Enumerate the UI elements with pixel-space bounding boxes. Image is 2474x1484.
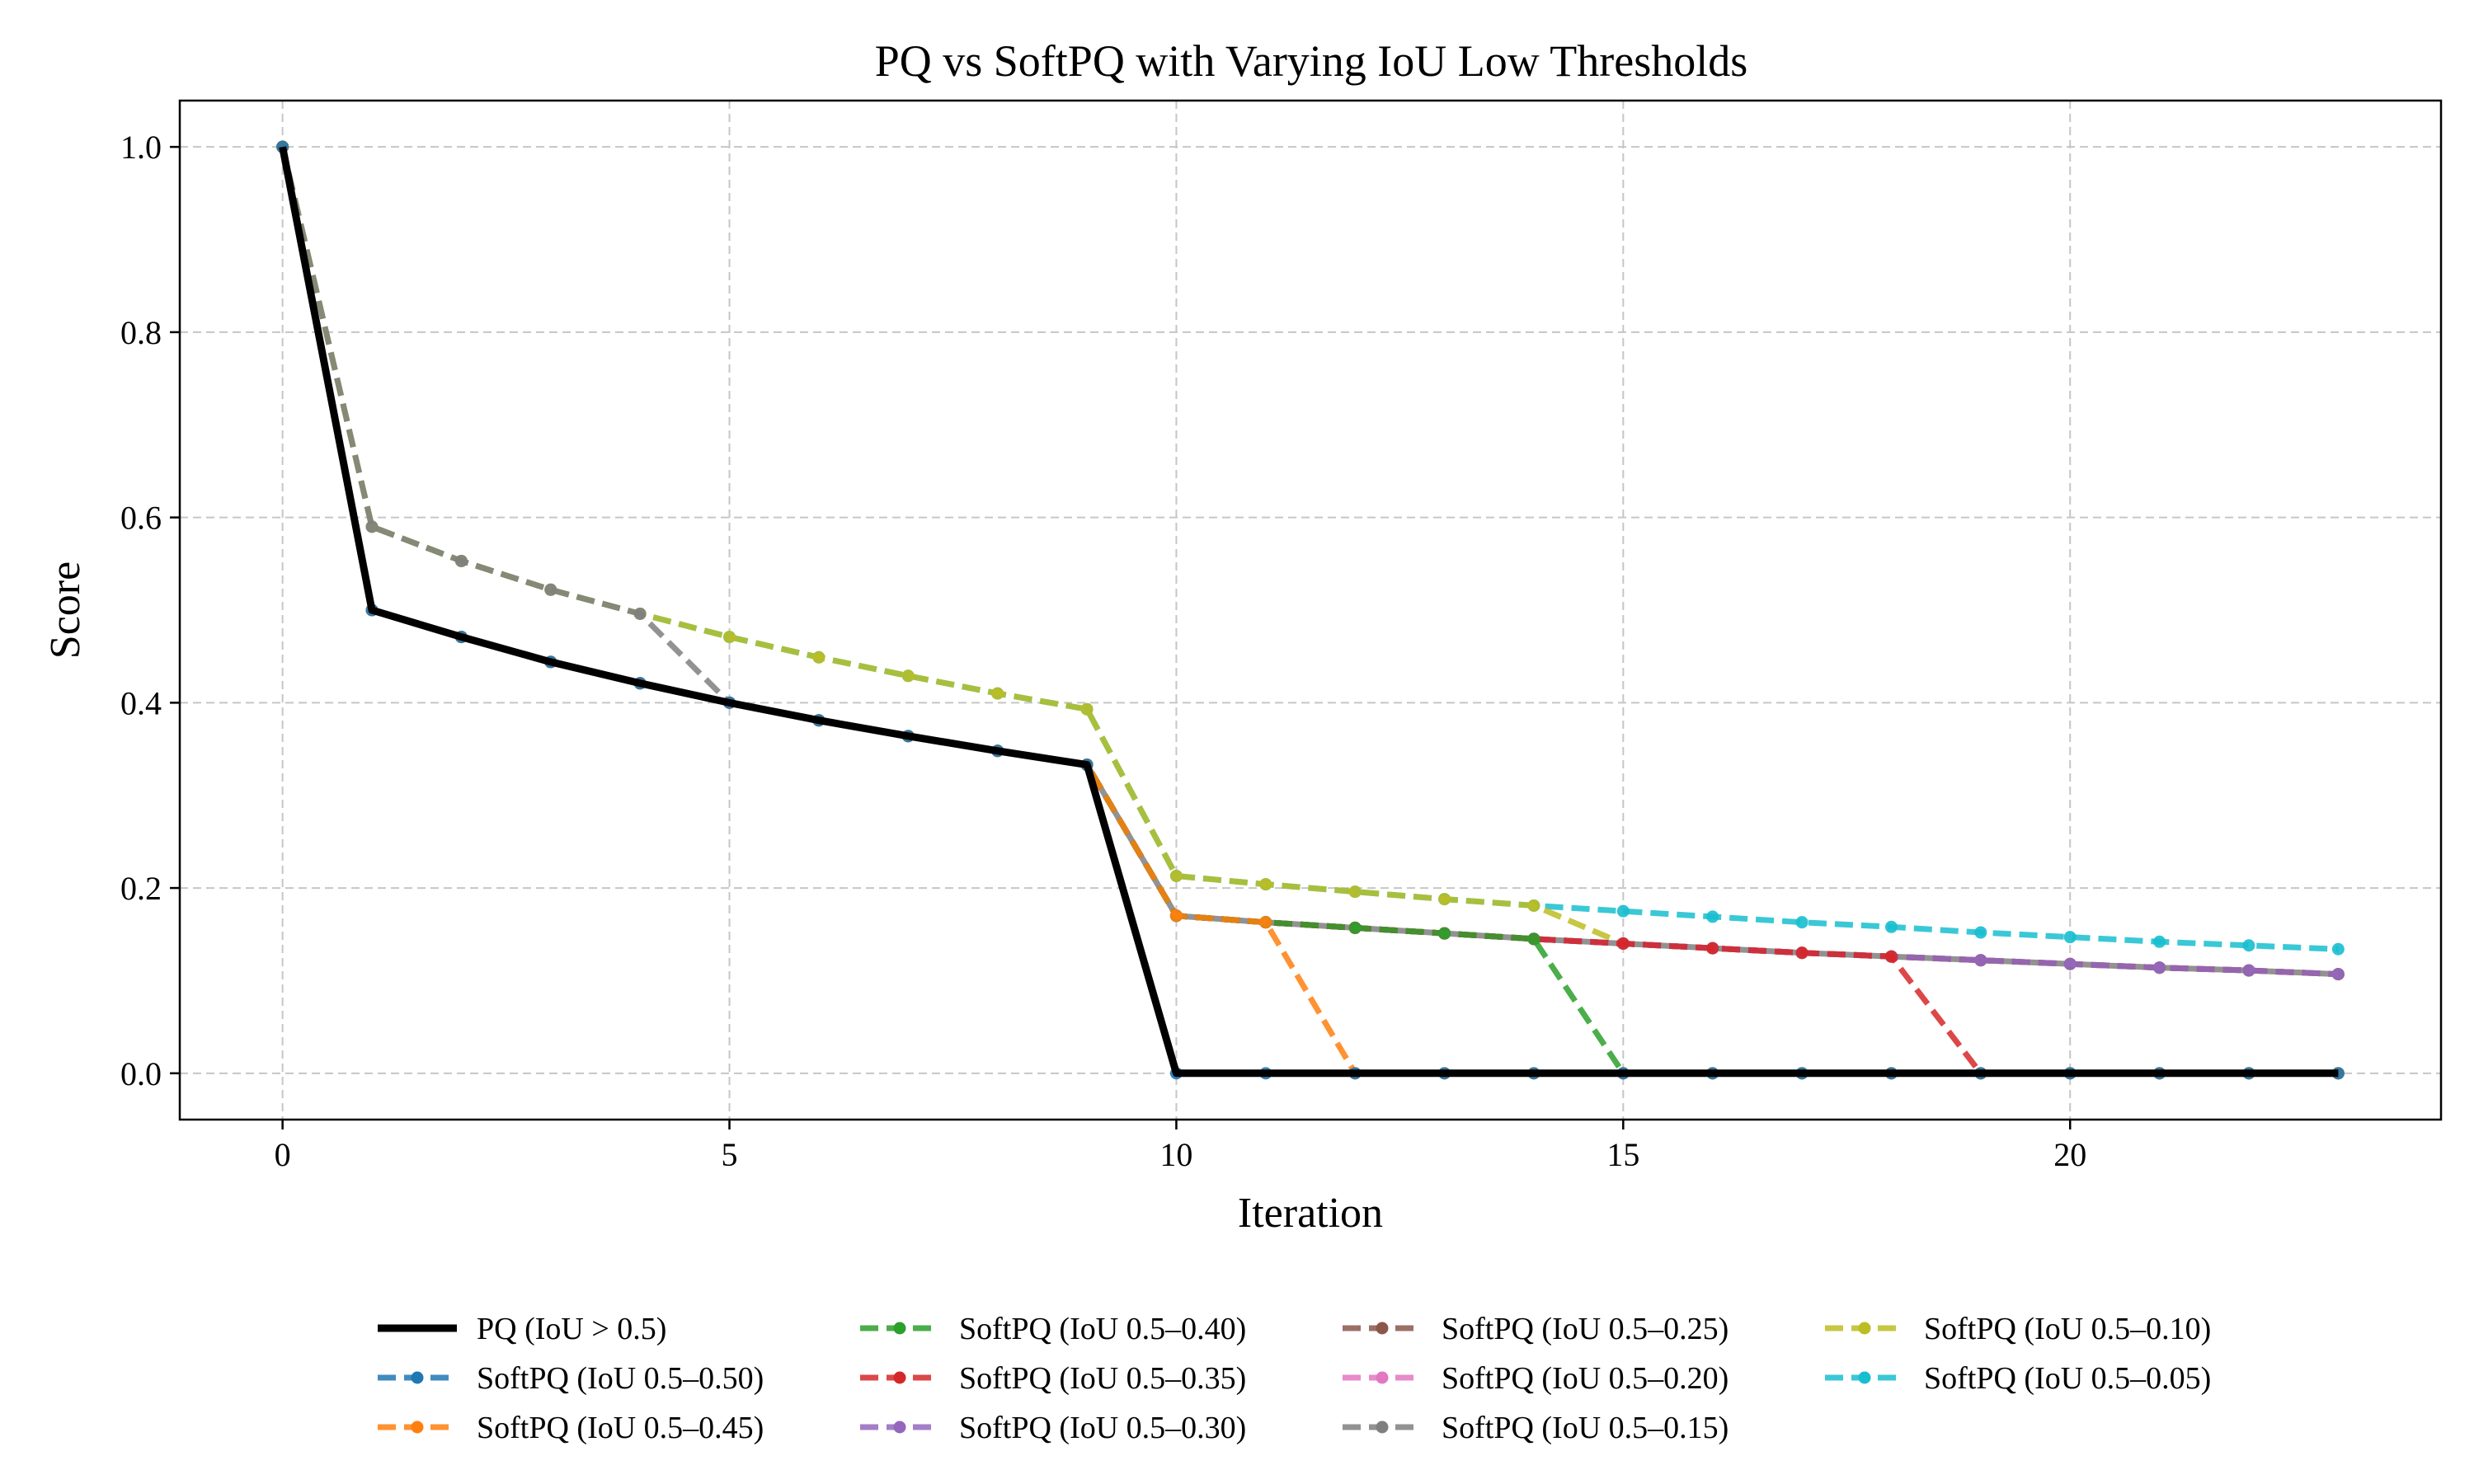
- legend-item: SoftPQ (IoU 0.5–0.50): [378, 1361, 764, 1396]
- legend-label: SoftPQ (IoU 0.5–0.25): [1442, 1312, 1729, 1346]
- data-point: [1169, 869, 1183, 882]
- data-point: [365, 520, 379, 533]
- series-group: [276, 140, 2345, 1080]
- x-axis: 0 5 10 15 20: [275, 1120, 2086, 1173]
- legend-label: SoftPQ (IoU 0.5–0.50): [477, 1361, 764, 1396]
- legend-label: PQ (IoU > 0.5): [477, 1312, 666, 1346]
- legend-label: SoftPQ (IoU 0.5–0.10): [1924, 1312, 2211, 1346]
- plot-area-frame: [178, 99, 2443, 1121]
- y-tick-label: 0.4: [120, 684, 162, 721]
- data-point: [1884, 920, 1898, 933]
- legend-marker: [411, 1421, 424, 1434]
- data-point: [1438, 893, 1451, 906]
- data-point: [2153, 935, 2166, 948]
- x-tick-label: 0: [275, 1136, 291, 1173]
- x-axis-label: Iteration: [1238, 1190, 1383, 1237]
- x-tick-label: 10: [1159, 1136, 1192, 1173]
- data-point: [901, 669, 915, 683]
- data-point: [2331, 968, 2345, 981]
- legend-label: SoftPQ (IoU 0.5–0.20): [1442, 1361, 1729, 1396]
- x-tick-label: 5: [722, 1136, 738, 1173]
- grid: [180, 101, 2441, 1120]
- legend-item: SoftPQ (IoU 0.5–0.30): [860, 1411, 1246, 1445]
- legend-marker: [411, 1371, 424, 1384]
- legend-item: PQ (IoU > 0.5): [378, 1312, 666, 1346]
- data-point: [1259, 878, 1272, 891]
- data-point: [1438, 927, 1451, 940]
- data-point: [2063, 957, 2077, 970]
- data-point: [1527, 932, 1540, 946]
- legend-item: SoftPQ (IoU 0.5–0.25): [1343, 1312, 1729, 1346]
- x-tick-label: 20: [2053, 1136, 2086, 1173]
- legend-label: SoftPQ (IoU 0.5–0.35): [959, 1361, 1246, 1396]
- data-point: [1795, 946, 1808, 960]
- data-point: [1527, 899, 1540, 912]
- y-axis-label: Score: [42, 561, 89, 659]
- data-point: [454, 554, 468, 567]
- data-point: [544, 583, 557, 596]
- legend-label: SoftPQ (IoU 0.5–0.45): [477, 1411, 764, 1445]
- data-point: [1974, 926, 1987, 939]
- series-0: [279, 146, 2339, 1078]
- y-tick-label: 0.0: [120, 1055, 162, 1092]
- data-point: [1348, 921, 1362, 934]
- data-point: [633, 607, 647, 620]
- data-point: [1169, 909, 1183, 923]
- legend-label: SoftPQ (IoU 0.5–0.05): [1924, 1361, 2211, 1396]
- legend-item: SoftPQ (IoU 0.5–0.20): [1343, 1361, 1729, 1396]
- data-point: [1706, 942, 1719, 955]
- legend-item: SoftPQ (IoU 0.5–0.15): [1343, 1411, 1729, 1445]
- series-line: [279, 146, 2339, 1078]
- x-tick-label: 15: [1606, 1136, 1639, 1173]
- data-point: [1616, 937, 1630, 951]
- legend-label: SoftPQ (IoU 0.5–0.15): [1442, 1411, 1729, 1445]
- data-point: [2331, 942, 2345, 956]
- legend-marker: [893, 1421, 906, 1434]
- data-point: [2063, 931, 2077, 944]
- legend-label: SoftPQ (IoU 0.5–0.30): [959, 1411, 1246, 1445]
- legend-label: SoftPQ (IoU 0.5–0.40): [959, 1312, 1246, 1346]
- data-point: [812, 650, 825, 664]
- legend-marker: [893, 1322, 906, 1335]
- legend-item: SoftPQ (IoU 0.5–0.05): [1825, 1361, 2211, 1396]
- data-point: [2153, 961, 2166, 974]
- data-point: [1616, 904, 1630, 918]
- data-point: [1259, 916, 1272, 929]
- legend-marker: [893, 1371, 906, 1384]
- legend-marker: [1376, 1421, 1389, 1434]
- legend-marker: [1376, 1322, 1389, 1335]
- data-point: [1348, 885, 1362, 899]
- legend-item: SoftPQ (IoU 0.5–0.10): [1825, 1312, 2211, 1346]
- y-tick-label: 0.6: [120, 500, 162, 537]
- data-point: [1795, 916, 1808, 929]
- legend: PQ (IoU > 0.5) SoftPQ (IoU 0.5–0.50) SoftP…: [378, 1312, 2211, 1445]
- legend-item: SoftPQ (IoU 0.5–0.40): [860, 1312, 1246, 1346]
- data-point: [723, 631, 736, 644]
- chart-title: PQ vs SoftPQ with Varying IoU Low Thresh…: [875, 36, 1748, 86]
- data-point: [2242, 939, 2255, 952]
- data-point: [1974, 954, 1987, 967]
- legend-item: SoftPQ (IoU 0.5–0.35): [860, 1361, 1246, 1396]
- data-point: [1706, 910, 1719, 923]
- data-point: [1884, 950, 1898, 963]
- legend-marker: [1858, 1371, 1871, 1384]
- legend-marker: [1376, 1371, 1389, 1384]
- legend-item: SoftPQ (IoU 0.5–0.45): [378, 1411, 764, 1445]
- y-tick-label: 0.2: [120, 870, 162, 907]
- y-tick-label: 1.0: [120, 129, 162, 166]
- y-axis: 0.0 0.2 0.4 0.6 0.8 1.0: [120, 129, 180, 1092]
- y-tick-label: 0.8: [120, 314, 162, 351]
- data-point: [991, 687, 1004, 700]
- data-point: [2242, 964, 2255, 977]
- legend-marker: [1858, 1322, 1871, 1335]
- data-point: [1080, 702, 1094, 716]
